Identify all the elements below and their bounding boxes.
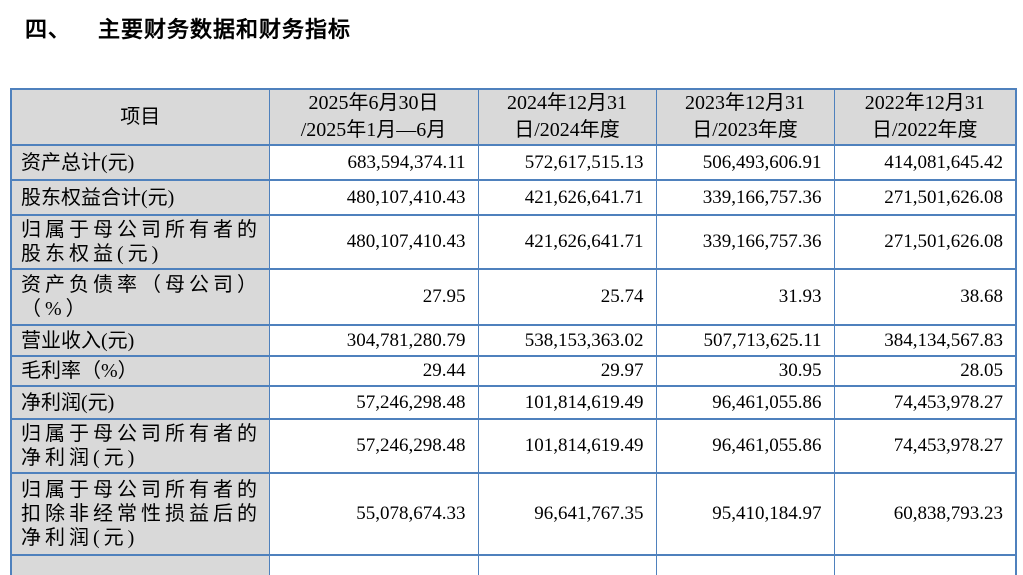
value-cell: 384,134,567.83	[833, 324, 1017, 357]
value-cell: 60,838,793.23	[833, 472, 1017, 556]
table-header: 项目 2025年6月30日 /2025年1月—6月 2024年12月31 日/2…	[10, 88, 1017, 146]
value-cell: 27.95	[268, 268, 479, 326]
header-row: 项目 2025年6月30日 /2025年1月—6月 2024年12月31 日/2…	[10, 88, 1017, 146]
value-cell: 55,078,674.33	[268, 472, 479, 556]
table-row: 归属于母公司所有者的 扣除非经常性损益后的 净利润(元) 55,078,674.3…	[10, 472, 1017, 556]
row-label: 资产负债率（母公司） （%）	[10, 268, 270, 326]
value-cell: 31.93	[655, 268, 835, 326]
value-cell: 95,410,184.97	[655, 472, 835, 556]
value-cell: 29.97	[477, 355, 657, 387]
value-cell: 57,246,298.48	[268, 385, 479, 420]
value-cell: 101,814,619.49	[477, 418, 657, 474]
table-row: 股东权益合计(元) 480,107,410.43 421,626,641.71 339…	[10, 179, 1017, 216]
value-cell: 38.68	[833, 268, 1017, 326]
table-row: 净利润(元) 57,246,298.48 101,814,619.49 96,461,…	[10, 385, 1017, 420]
value-cell: 271,501,626.08	[833, 214, 1017, 270]
financial-data-table: 项目 2025年6月30日 /2025年1月—6月 2024年12月31 日/2…	[10, 88, 1017, 575]
value-cell: 29.44	[268, 355, 479, 387]
header-cell-period-2025: 2025年6月30日 /2025年1月—6月	[268, 88, 479, 146]
header-cell-item: 项目	[10, 88, 270, 146]
value-cell: 57,246,298.48	[268, 418, 479, 474]
table-body: 资产总计(元) 683,594,374.11 572,617,515.13 506,4…	[10, 144, 1017, 575]
value-cell: 101,814,619.49	[477, 385, 657, 420]
row-label: 归属于母公司所有者的 股东权益(元)	[10, 214, 270, 270]
table-row: 资产负债率（母公司） （%） 27.95 25.74 31.93 38.68	[10, 268, 1017, 326]
value-cell: 30.95	[655, 355, 835, 387]
table-row: 毛利率（%） 29.44 29.97 30.95 28.05	[10, 355, 1017, 387]
value-cell: 271,501,626.08	[833, 179, 1017, 216]
table-row-partial	[10, 554, 1017, 575]
value-cell: 414,081,645.42	[833, 144, 1017, 181]
table-row: 资产总计(元) 683,594,374.11 572,617,515.13 506,4…	[10, 144, 1017, 181]
row-label: 股东权益合计(元)	[10, 179, 270, 216]
value-cell: 572,617,515.13	[477, 144, 657, 181]
header-cell-period-2022: 2022年12月31 日/2022年度	[833, 88, 1017, 146]
table-row: 营业收入(元) 304,781,280.79 538,153,363.02 507,7…	[10, 324, 1017, 357]
value-cell	[268, 554, 479, 575]
value-cell: 421,626,641.71	[477, 214, 657, 270]
value-cell	[655, 554, 835, 575]
value-cell: 25.74	[477, 268, 657, 326]
table-row: 归属于母公司所有者的 净利润(元) 57,246,298.48 101,814,61…	[10, 418, 1017, 474]
row-label: 净利润(元)	[10, 385, 270, 420]
table-row: 归属于母公司所有者的 股东权益(元) 480,107,410.43 421,626,…	[10, 214, 1017, 270]
value-cell: 74,453,978.27	[833, 418, 1017, 474]
value-cell: 421,626,641.71	[477, 179, 657, 216]
row-label: 资产总计(元)	[10, 144, 270, 181]
row-label	[10, 554, 270, 575]
value-cell: 538,153,363.02	[477, 324, 657, 357]
value-cell: 683,594,374.11	[268, 144, 479, 181]
row-label: 毛利率（%）	[10, 355, 270, 387]
value-cell: 96,461,055.86	[655, 385, 835, 420]
value-cell: 507,713,625.11	[655, 324, 835, 357]
row-label: 营业收入(元)	[10, 324, 270, 357]
section-title-text: 主要财务数据和财务指标	[98, 17, 352, 42]
value-cell	[477, 554, 657, 575]
value-cell: 339,166,757.36	[655, 179, 835, 216]
header-cell-period-2023: 2023年12月31 日/2023年度	[655, 88, 835, 146]
value-cell: 28.05	[833, 355, 1017, 387]
value-cell: 480,107,410.43	[268, 214, 479, 270]
value-cell: 96,461,055.86	[655, 418, 835, 474]
value-cell: 74,453,978.27	[833, 385, 1017, 420]
section-number: 四、	[25, 17, 72, 42]
value-cell: 96,641,767.35	[477, 472, 657, 556]
page-title: 四、 主要财务数据和财务指标	[25, 12, 351, 44]
row-label: 归属于母公司所有者的 净利润(元)	[10, 418, 270, 474]
value-cell	[833, 554, 1017, 575]
value-cell: 506,493,606.91	[655, 144, 835, 181]
value-cell: 339,166,757.36	[655, 214, 835, 270]
row-label: 归属于母公司所有者的 扣除非经常性损益后的 净利润(元)	[10, 472, 270, 556]
value-cell: 304,781,280.79	[268, 324, 479, 357]
value-cell: 480,107,410.43	[268, 179, 479, 216]
header-cell-period-2024: 2024年12月31 日/2024年度	[477, 88, 657, 146]
